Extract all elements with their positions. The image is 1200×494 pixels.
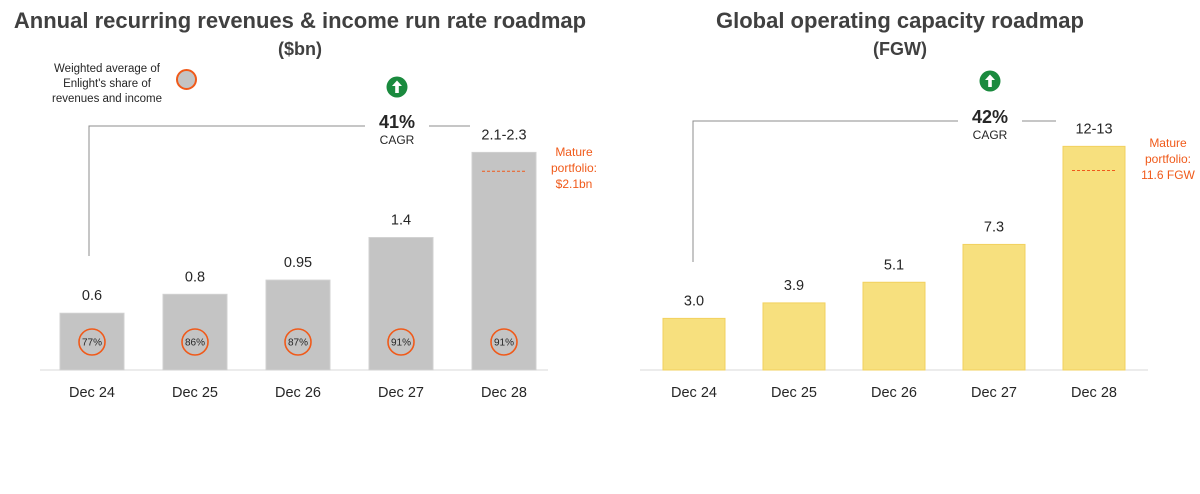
share-marker	[284, 328, 312, 356]
value-label: 12-13	[1075, 121, 1112, 137]
legend-label: Weighted average of Enlight's share of r…	[52, 63, 162, 105]
up-arrow-glyph	[985, 74, 995, 87]
cagr-value: 42%	[972, 107, 1008, 127]
value-label: 2.1-2.3	[481, 127, 526, 143]
value-label: 0.8	[185, 269, 205, 285]
x-tick-label: Dec 28	[481, 385, 527, 401]
mature-portfolio-label: portfolio:	[551, 161, 597, 175]
bar	[962, 243, 1026, 371]
cagr-label: CAGR	[973, 128, 1008, 142]
share-label: 77%	[82, 338, 102, 349]
value-label: 3.9	[784, 278, 804, 294]
x-tick-label: Dec 27	[971, 385, 1017, 401]
share-marker	[78, 328, 106, 356]
capacity-chart-panel: Global operating capacity roadmap (FGW) …	[600, 0, 1200, 494]
legend-marker	[176, 69, 197, 90]
up-arrow-glyph	[392, 80, 402, 93]
value-label: 0.95	[284, 255, 312, 271]
share-marker	[387, 328, 415, 356]
x-tick-label: Dec 27	[378, 385, 424, 401]
capacity-bar-chart: 3.0 Dec 24 3.9 Dec 25 5.1 Dec 26 7.3 Dec 27 12-1…	[640, 70, 1196, 401]
value-label: 5.1	[884, 257, 904, 273]
bar	[471, 151, 537, 371]
x-tick-label: Dec 24	[671, 385, 717, 401]
share-label: 91%	[391, 338, 411, 349]
value-label: 1.4	[391, 213, 411, 229]
mature-portfolio-label: $2.1bn	[556, 177, 593, 191]
x-tick-label: Dec 28	[1071, 385, 1117, 401]
x-tick-label: Dec 25	[172, 385, 218, 401]
bar	[1062, 145, 1126, 371]
revenue-chart-panel: Annual recurring revenues & income run r…	[13, 8, 597, 401]
bar	[265, 279, 331, 371]
chart-subtitle: ($bn)	[278, 39, 322, 59]
x-tick-label: Dec 24	[69, 385, 115, 401]
share-label: 86%	[185, 338, 205, 349]
share-marker	[490, 328, 518, 356]
share-marker	[181, 328, 209, 356]
value-label: 7.3	[984, 219, 1004, 235]
x-tick-label: Dec 26	[871, 385, 917, 401]
chart-title: Annual recurring revenues & income run r…	[13, 8, 587, 33]
share-label: 91%	[494, 338, 514, 349]
bar	[59, 312, 125, 371]
mature-portfolio-label: 11.6 FGW	[1141, 168, 1195, 182]
mature-portfolio-label: Mature	[555, 145, 593, 159]
mature-portfolio-label: Mature	[1149, 136, 1187, 150]
x-tick-label: Dec 26	[275, 385, 321, 401]
bar	[862, 281, 926, 371]
cagr-bracket-left	[692, 120, 958, 262]
revenue-bar-chart: 0.6 Dec 24 77% 0.8 Dec 25 86% 0.95 Dec 26 87% 1.4…	[40, 76, 597, 401]
chart-title: Global operating capacity roadmap	[716, 8, 1084, 33]
chart-subtitle: (FGW)	[873, 39, 927, 59]
mature-portfolio-label: portfolio:	[1145, 152, 1191, 166]
cagr-bracket-left	[88, 125, 365, 256]
bar	[762, 302, 826, 371]
share-label: 87%	[288, 338, 308, 349]
bar	[662, 317, 726, 371]
value-label: 3.0	[684, 293, 704, 309]
cagr-label: CAGR	[380, 133, 415, 147]
cagr-value: 41%	[379, 112, 415, 132]
bar	[368, 237, 434, 371]
bar	[162, 293, 228, 371]
x-tick-label: Dec 25	[771, 385, 817, 401]
value-label: 0.6	[82, 288, 102, 304]
